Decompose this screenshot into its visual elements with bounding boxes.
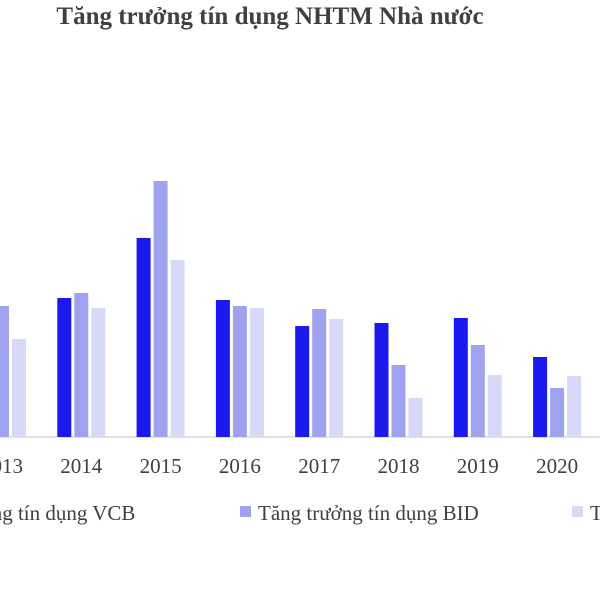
x-tick-2013: 2013: [0, 454, 23, 478]
legend-label-2: Tăng trưởng tín dụng BID: [258, 501, 479, 525]
x-tick-2018: 2018: [378, 454, 420, 478]
bar-2014-series-1: [57, 298, 72, 437]
bar-2020-series-1: [533, 357, 548, 437]
bar-2015-series-2: [153, 181, 168, 437]
bars-group: [0, 181, 582, 437]
bar-2018-series-3: [408, 398, 423, 437]
bar-2019-series-2: [470, 345, 485, 437]
x-tick-2016: 2016: [219, 454, 261, 478]
chart-title: Tăng trưởng tín dụng NHTM Nhà nước: [56, 3, 483, 30]
bar-2015-series-1: [136, 238, 151, 437]
x-tick-2014: 2014: [60, 454, 103, 478]
bar-2016-series-2: [232, 306, 247, 437]
bar-2014-series-3: [91, 308, 106, 437]
x-tick-labels: 2013 2014 2015 2016 2017 2018 2019 2020: [0, 454, 578, 478]
legend: Tăng trưởng tín dụng VCB Tăng trưởng tín …: [0, 501, 600, 525]
x-tick-2019: 2019: [457, 454, 499, 478]
x-tick-2017: 2017: [298, 454, 340, 478]
bar-2013-series-2: [0, 306, 9, 437]
legend-label-1: Tăng trưởng tín dụng VCB: [0, 501, 135, 525]
bar-2014-series-2: [74, 293, 89, 437]
legend-swatch-3: [572, 506, 583, 517]
bar-2020-series-2: [550, 388, 565, 437]
bar-2017-series-3: [329, 319, 344, 437]
legend-swatch-2: [240, 506, 251, 517]
bar-2019-series-1: [453, 318, 468, 437]
bar-2017-series-1: [295, 326, 310, 437]
bar-2016-series-3: [249, 308, 264, 437]
bar-2020-series-3: [567, 376, 582, 437]
bar-2018-series-2: [391, 365, 406, 437]
x-tick-2020: 2020: [536, 454, 578, 478]
bar-2015-series-3: [170, 260, 185, 437]
bar-2017-series-2: [312, 309, 327, 437]
bar-2019-series-3: [487, 375, 502, 437]
bar-2013-series-3: [12, 339, 26, 437]
bar-2016-series-1: [215, 300, 230, 437]
legend-label-3: Tăng trưởng tín dụng CTG: [590, 501, 600, 525]
bar-2018-series-1: [374, 323, 389, 437]
x-tick-2015: 2015: [140, 454, 182, 478]
